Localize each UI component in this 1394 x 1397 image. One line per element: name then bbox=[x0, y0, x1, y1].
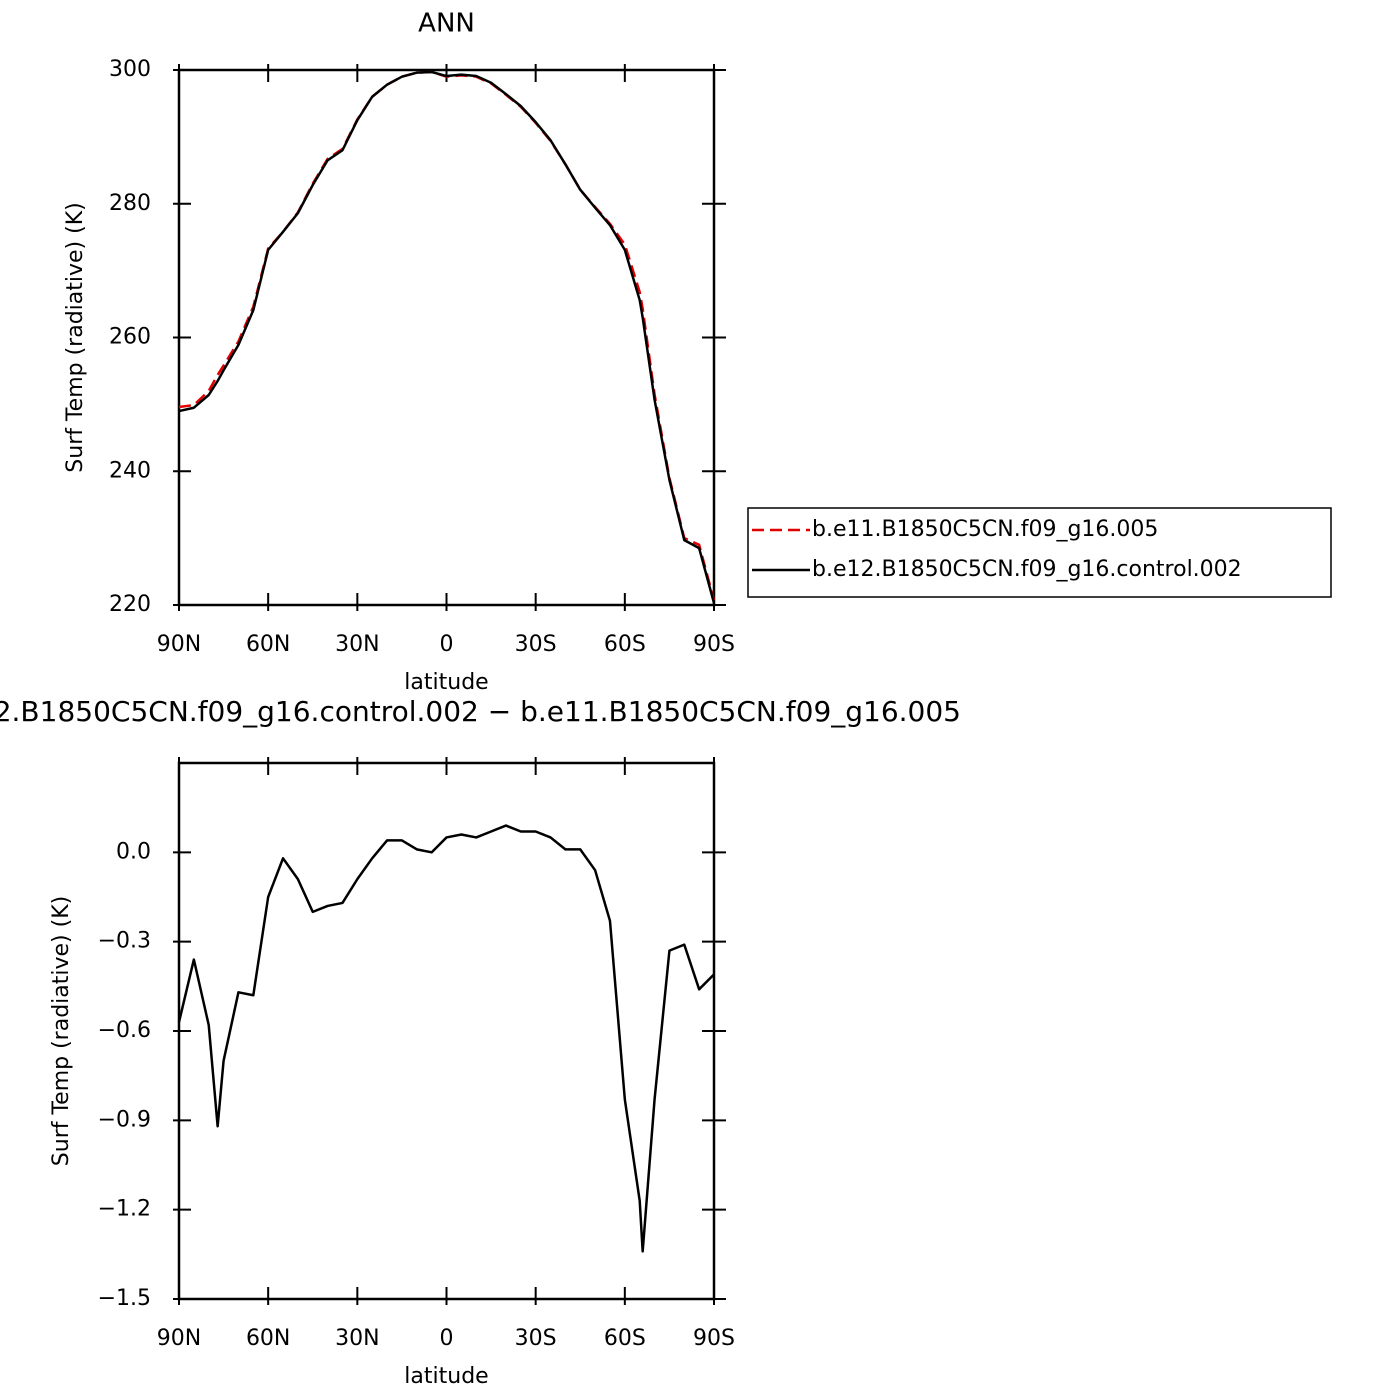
y-tick-label: 300 bbox=[109, 57, 151, 82]
y-tick-label: −1.2 bbox=[98, 1197, 151, 1222]
x-tick-label: 60S bbox=[604, 632, 646, 657]
data-line bbox=[178, 70, 716, 601]
x-tick-label: 90S bbox=[693, 1326, 735, 1351]
legend-label: b.e12.B1850C5CN.f09_g16.control.002 bbox=[812, 557, 1242, 582]
chart-title: b.e12.B1850C5CN.f09_g16.control.002 − b.… bbox=[0, 695, 961, 728]
x-tick-label: 90N bbox=[157, 632, 201, 657]
x-tick-label: 30N bbox=[335, 632, 379, 657]
data-line bbox=[178, 70, 716, 604]
x-axis-label: latitude bbox=[404, 1364, 488, 1389]
y-tick-label: −0.6 bbox=[98, 1018, 151, 1043]
y-tick-label: −0.9 bbox=[98, 1107, 151, 1132]
y-tick-label: 280 bbox=[109, 191, 151, 216]
x-tick-label: 90S bbox=[693, 632, 735, 657]
x-axis-label: latitude bbox=[404, 670, 488, 695]
x-tick-label: 60N bbox=[246, 1326, 290, 1351]
y-tick-label: 220 bbox=[109, 592, 151, 617]
y-tick-label: 0.0 bbox=[116, 839, 151, 864]
y-axis-label: Surf Temp (radiative) (K) bbox=[63, 202, 88, 472]
legend-label: b.e11.B1850C5CN.f09_g16.005 bbox=[812, 517, 1158, 542]
y-tick-label: 260 bbox=[109, 325, 151, 350]
plot-frame bbox=[177, 761, 716, 1301]
legend-box bbox=[747, 507, 1332, 598]
x-tick-label: 30N bbox=[335, 1326, 379, 1351]
chart-title: ANN bbox=[418, 9, 475, 39]
x-tick-label: 60S bbox=[604, 1326, 646, 1351]
y-tick-label: −0.3 bbox=[98, 929, 151, 954]
x-tick-label: 90N bbox=[157, 1326, 201, 1351]
y-tick-label: −1.5 bbox=[98, 1286, 151, 1311]
x-tick-label: 30S bbox=[515, 1326, 557, 1351]
x-tick-label: 30S bbox=[515, 632, 557, 657]
x-tick-label: 60N bbox=[246, 632, 290, 657]
data-line bbox=[177, 824, 715, 1253]
plot-frame bbox=[177, 68, 716, 607]
x-tick-label: 0 bbox=[440, 1326, 454, 1351]
y-tick-label: 240 bbox=[109, 458, 151, 483]
y-axis-label: Surf Temp (radiative) (K) bbox=[49, 896, 74, 1166]
x-tick-label: 0 bbox=[440, 632, 454, 657]
